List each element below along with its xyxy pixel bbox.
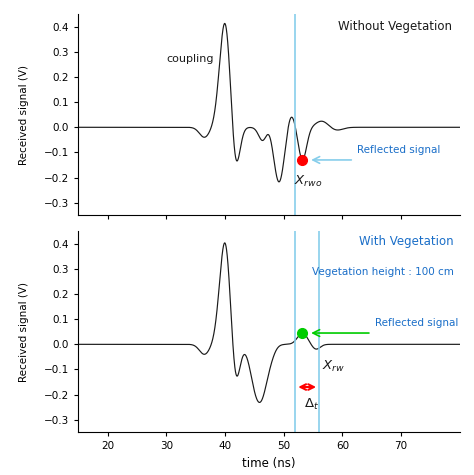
Text: Vegetation height : 100 cm: Vegetation height : 100 cm: [312, 267, 454, 277]
Text: Reflected signal: Reflected signal: [357, 145, 440, 155]
Y-axis label: Received signal (V): Received signal (V): [18, 65, 28, 165]
X-axis label: time (ns): time (ns): [242, 457, 296, 470]
Text: Reflected signal: Reflected signal: [374, 318, 458, 328]
Text: $X_{rwo}$: $X_{rwo}$: [294, 174, 322, 189]
Text: With Vegetation: With Vegetation: [359, 235, 454, 248]
Text: Without Vegetation: Without Vegetation: [338, 20, 452, 33]
Text: $X_{rw}$: $X_{rw}$: [322, 360, 345, 374]
Y-axis label: Received signal (V): Received signal (V): [18, 282, 28, 382]
Text: $\Delta_t$: $\Delta_t$: [304, 397, 319, 412]
Text: coupling: coupling: [166, 55, 214, 65]
